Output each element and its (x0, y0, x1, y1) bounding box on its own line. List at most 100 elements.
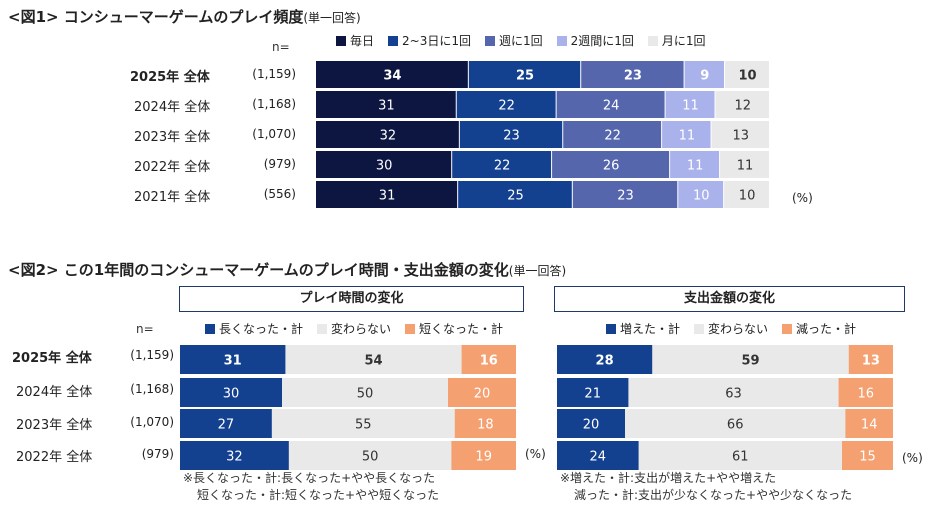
fig2-row-label: 2023年 全体 (16, 418, 93, 433)
fig2-unit-left: (%) (525, 447, 546, 461)
fig2-row-n: (1,159) (130, 348, 174, 362)
fig1-title-text: <図1> コンシューマーゲームのプレイ頻度 (8, 8, 304, 26)
legend-label: 2~3日に1回 (402, 34, 471, 48)
bar-segment (670, 151, 720, 178)
bar-segment-increase (180, 345, 286, 374)
bar-segment-decrease (448, 378, 516, 407)
bar-value-label: 28 (596, 354, 614, 369)
fig1-row-label: 2021年 全体 (134, 190, 211, 205)
bar-value-label: 30 (223, 387, 240, 402)
bar-segment-increase (180, 409, 272, 438)
fig1-row-n: (1,168) (252, 97, 296, 111)
bar-segment (572, 181, 678, 208)
bar-value-label: 25 (516, 69, 534, 84)
bar-value-label: 11 (687, 159, 704, 174)
fig2-title-text: <図2> この1年間のコンシューマーゲームのプレイ時間・支出金額の変化 (8, 261, 509, 279)
legend-swatch (484, 35, 495, 46)
bar-segment (684, 61, 725, 88)
bar-segment (456, 91, 556, 118)
legend-label: 短くなった・計 (419, 322, 504, 336)
bar-segment-increase (557, 441, 639, 470)
bar-segment (556, 91, 665, 118)
bar-value-label: 63 (725, 387, 742, 402)
bar-segment-increase (557, 409, 625, 438)
footnote-line: 減った・計:支出が少なくなった+やや少なくなった (574, 488, 853, 502)
bar-value-label: 50 (362, 450, 379, 465)
legend-label: 2週間に1回 (570, 34, 634, 48)
bar-value-label: 11 (679, 129, 696, 144)
legend-label: 月に1回 (661, 34, 706, 48)
fig2-row-label: 2024年 全体 (16, 385, 93, 400)
legend-item: 変わらない (694, 320, 768, 337)
bar-segment-increase (557, 378, 629, 407)
legend-label: 変わらない (708, 322, 769, 336)
bar-segment (711, 121, 769, 148)
bar-segment (724, 181, 769, 208)
legend-label: 減った・計 (796, 322, 857, 336)
bar-segment (459, 121, 563, 148)
bar-segment-decrease (451, 441, 516, 470)
fig2-row-n: (1,070) (130, 415, 174, 429)
fig2-note: (単一回答) (508, 264, 567, 278)
fig1-row-label: 2022年 全体 (134, 160, 211, 175)
bar-value-label: 25 (507, 189, 524, 204)
legend-item: 減った・計 (782, 320, 856, 337)
legend-swatch (782, 323, 793, 334)
fig1-legend: 毎日 2~3日に1回 週に1回 2週間に1回 月に1回 (336, 32, 706, 49)
legend-swatch (388, 35, 399, 46)
bar-value-label: 32 (380, 129, 397, 144)
bar-segment (725, 61, 769, 88)
bar-value-label: 54 (364, 354, 382, 369)
bar-segment (720, 151, 769, 178)
bar-value-label: 13 (862, 354, 880, 369)
bar-value-label: 13 (733, 129, 750, 144)
legend-item: 毎日 (336, 32, 374, 49)
bar-segment (715, 91, 769, 118)
bar-segment (665, 91, 715, 118)
fig2-title: <図2> この1年間のコンシューマーゲームのプレイ時間・支出金額の変化(単一回答… (8, 259, 566, 280)
bar-value-label: 10 (739, 189, 756, 204)
legend-swatch (205, 323, 215, 334)
bar-value-label: 26 (603, 159, 620, 174)
bar-segment (452, 151, 552, 178)
fig2-row-label: 2025年 全体 (12, 351, 92, 366)
legend-item: 増えた・計 (606, 320, 680, 337)
bar-value-label: 59 (741, 354, 759, 369)
bar-value-label: 50 (357, 387, 374, 402)
bar-segment-decrease (454, 409, 516, 438)
bar-value-label: 16 (858, 387, 875, 402)
bar-value-label: 15 (859, 450, 876, 465)
bar-segment (316, 61, 468, 88)
bar-segment-increase (180, 378, 282, 407)
legend-item: 長くなった・計 (205, 320, 303, 337)
fig1-title: <図1> コンシューマーゲームのプレイ頻度(単一回答) (8, 6, 361, 27)
bar-value-label: 20 (474, 387, 491, 402)
fig2-legend-right: 増えた・計 変わらない 減った・計 (606, 320, 856, 337)
fig1-unit: (%) (792, 191, 813, 205)
bar-value-label: 31 (378, 99, 395, 114)
fig1-n-header: n= (272, 40, 290, 54)
legend-swatch (405, 323, 416, 334)
fig1-note: (単一回答) (303, 11, 361, 25)
bar-value-label: 27 (218, 418, 235, 433)
bar-segment-decrease (848, 345, 893, 374)
bar-value-label: 23 (503, 129, 520, 144)
bar-segment-decrease (838, 378, 893, 407)
bar-segment (468, 61, 581, 88)
footnote-line: ※長くなった・計:長くなった+やや長くなった (183, 471, 436, 485)
bar-segment-decrease (842, 441, 893, 470)
bar-segment-decrease (461, 345, 516, 374)
bar-segment (316, 121, 459, 148)
bar-value-label: 24 (603, 99, 620, 114)
bar-value-label: 9 (700, 69, 709, 84)
legend-item: 週に1回 (484, 32, 543, 49)
bar-value-label: 61 (732, 450, 749, 465)
footnote-spending: ※増えた・計:支出が増えた+やや増えた 減った・計:支出が少なくなった+やや少な… (560, 470, 852, 504)
bar-segment (563, 121, 662, 148)
legend-item: 2週間に1回 (556, 32, 634, 49)
fig1-row-n: (1,159) (252, 67, 296, 81)
fig1-row-label: 2023年 全体 (134, 130, 211, 145)
legend-swatch (647, 35, 658, 46)
bar-segment (552, 151, 670, 178)
